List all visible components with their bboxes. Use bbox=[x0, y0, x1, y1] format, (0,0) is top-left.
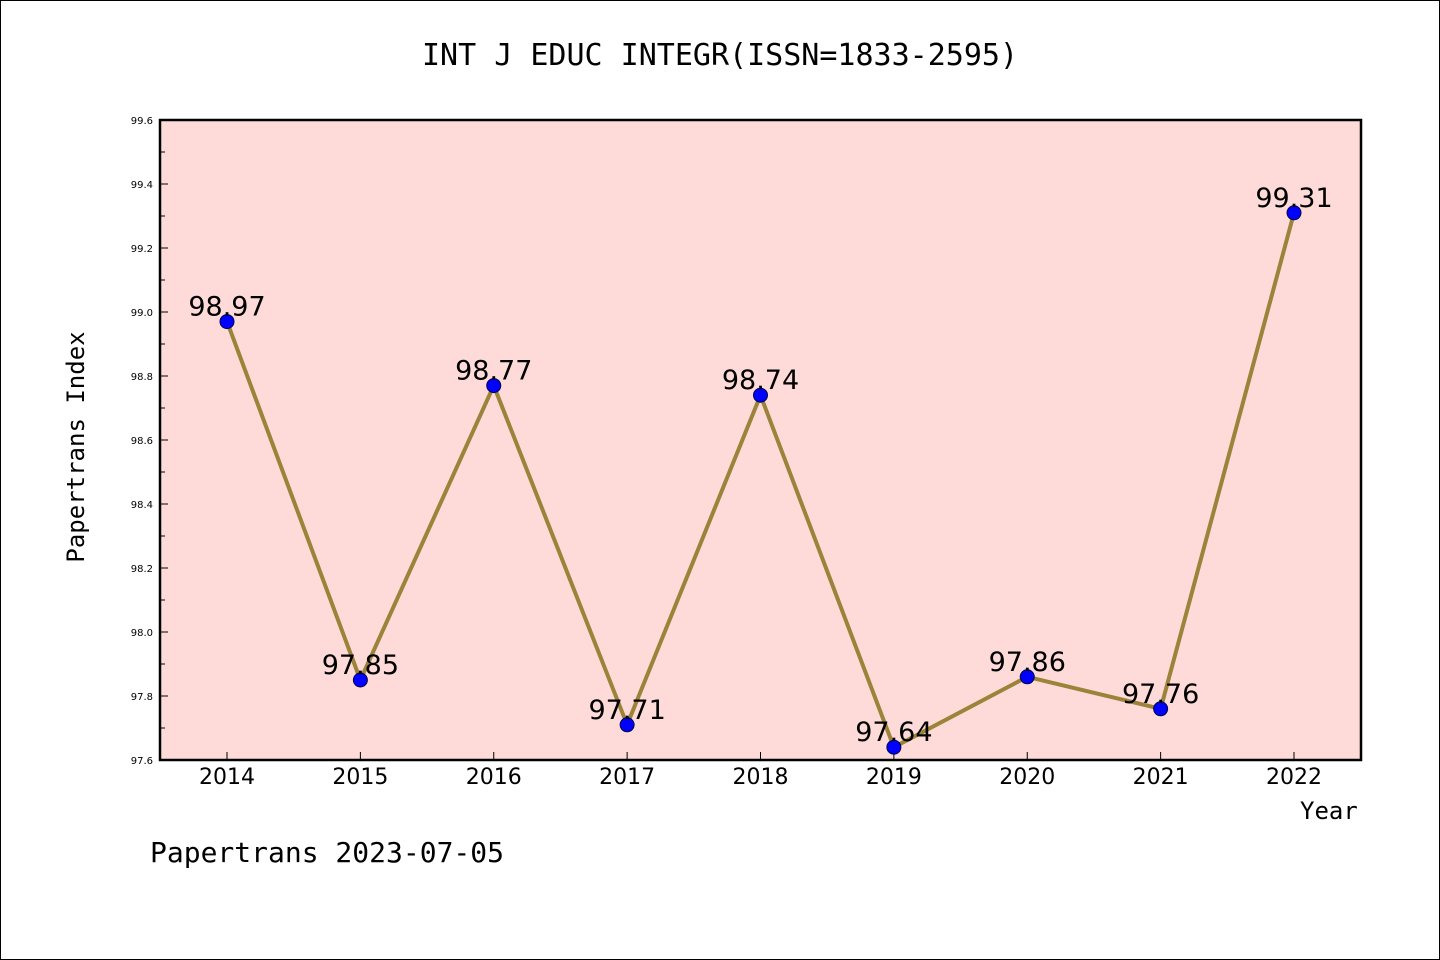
x-tick-label: 2015 bbox=[332, 765, 388, 790]
y-tick-label: 97.6 bbox=[131, 756, 153, 767]
y-tick-label: 98.2 bbox=[131, 564, 153, 575]
y-tick-label: 99.4 bbox=[131, 180, 153, 191]
data-label: 97.71 bbox=[588, 695, 665, 726]
data-label: 97.64 bbox=[855, 717, 932, 748]
y-tick-label: 98.6 bbox=[131, 436, 153, 447]
y-tick-label: 98.8 bbox=[131, 372, 153, 383]
y-tick-label: 99.6 bbox=[131, 116, 153, 127]
x-tick-label: 2019 bbox=[866, 765, 922, 790]
data-point bbox=[886, 739, 902, 755]
x-tick-label: 2016 bbox=[466, 765, 522, 790]
data-point bbox=[1019, 669, 1035, 685]
x-tick-label: 2017 bbox=[599, 765, 655, 790]
data-point bbox=[352, 672, 368, 688]
x-axis-label: Year bbox=[1300, 797, 1358, 825]
y-tick-label: 98.4 bbox=[131, 500, 153, 511]
data-point bbox=[1286, 205, 1302, 221]
y-tick-label: 99.2 bbox=[131, 244, 153, 255]
data-point bbox=[753, 387, 768, 403]
data-label: 98.77 bbox=[455, 356, 532, 387]
data-point bbox=[619, 717, 635, 733]
data-label: 98.97 bbox=[188, 292, 265, 323]
x-tick-label: 2014 bbox=[199, 765, 255, 790]
x-tick-label: 2022 bbox=[1266, 765, 1322, 790]
plot-border bbox=[158, 118, 1363, 762]
data-point bbox=[1153, 701, 1169, 717]
data-label: 97.76 bbox=[1122, 679, 1199, 710]
plot-area bbox=[160, 120, 1361, 760]
y-tick-label: 98.0 bbox=[131, 628, 153, 639]
chart-title: INT J EDUC INTEGR(ISSN=1833-2595) bbox=[421, 38, 1019, 73]
data-label: 97.86 bbox=[989, 647, 1066, 678]
data-label: 99.31 bbox=[1255, 183, 1332, 214]
data-label: 97.85 bbox=[322, 650, 399, 681]
y-tick-label: 99.0 bbox=[131, 308, 153, 319]
x-tick-label: 2020 bbox=[999, 765, 1055, 790]
x-tick-label: 2021 bbox=[1133, 765, 1189, 790]
x-tick-label: 2018 bbox=[733, 765, 789, 790]
data-label: 98.74 bbox=[722, 365, 799, 396]
data-point bbox=[219, 314, 235, 330]
footer-watermark: Papertrans 2023-07-05 bbox=[150, 836, 505, 869]
data-point bbox=[486, 378, 502, 394]
y-tick-label: 97.8 bbox=[131, 692, 153, 703]
